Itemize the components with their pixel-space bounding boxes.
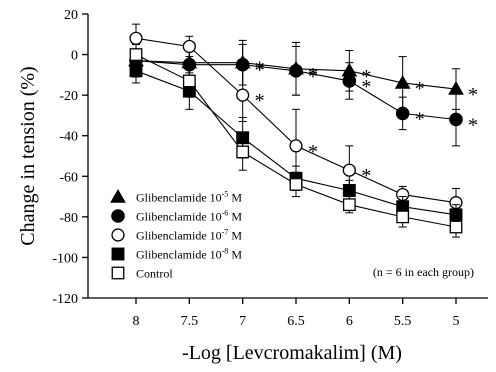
legend-label-text: Glibenclamide 10 bbox=[136, 248, 222, 262]
significance-star: * bbox=[255, 90, 265, 112]
data-point bbox=[342, 198, 356, 212]
significance-star: * bbox=[308, 64, 318, 86]
legend-label-exponent: -5 bbox=[222, 190, 229, 199]
significance-star: * bbox=[468, 114, 478, 136]
series-4 bbox=[129, 43, 463, 238]
x-tick-label: 8 bbox=[133, 314, 140, 329]
legend-marker bbox=[111, 228, 125, 242]
data-point bbox=[396, 210, 410, 224]
significance-star: * bbox=[361, 165, 371, 187]
legend-label-text: Glibenclamide 10 bbox=[136, 191, 222, 205]
significance-star: * bbox=[308, 66, 318, 88]
x-tick-label: 6.5 bbox=[287, 314, 305, 329]
y-tick-label: -80 bbox=[59, 211, 78, 226]
x-tick-label: 7.5 bbox=[181, 314, 199, 329]
y-tick-label: -20 bbox=[59, 89, 78, 104]
data-point bbox=[449, 112, 463, 127]
y-tick-label: 20 bbox=[64, 8, 78, 23]
data-point bbox=[289, 178, 303, 191]
legend-label-exponent: -8 bbox=[222, 247, 229, 256]
data-point bbox=[289, 64, 303, 78]
data-point bbox=[342, 74, 357, 88]
legend-label: Glibenclamide 10-7 M bbox=[136, 228, 242, 243]
x-tick-label: 5 bbox=[453, 314, 460, 329]
data-point bbox=[342, 163, 356, 177]
legend-label-exponent: -6 bbox=[222, 209, 229, 218]
significance-star: * bbox=[255, 60, 265, 82]
legend-label-unit: M bbox=[228, 229, 242, 243]
legend-label: Glibenclamide 10-6 M bbox=[136, 209, 242, 224]
data-point bbox=[449, 220, 463, 234]
sample-size-note: (n = 6 in each group) bbox=[373, 265, 474, 279]
legend-label: Glibenclamide 10-5 M bbox=[136, 190, 242, 205]
y-tick-label: -40 bbox=[59, 130, 78, 145]
y-tick-label: -100 bbox=[52, 251, 78, 266]
data-point bbox=[129, 64, 143, 78]
legend-label-text: Control bbox=[136, 267, 173, 281]
legend-label-unit: M bbox=[228, 248, 242, 262]
data-point bbox=[182, 74, 196, 88]
legend-label: Glibenclamide 10-8 M bbox=[136, 247, 242, 262]
data-point bbox=[342, 184, 356, 197]
series-2 bbox=[129, 23, 463, 218]
significance-star: * bbox=[255, 58, 265, 80]
data-point bbox=[394, 74, 411, 89]
data-point bbox=[236, 145, 250, 159]
legend-label-unit: M bbox=[228, 210, 242, 224]
legend-label-text: Glibenclamide 10 bbox=[136, 210, 222, 224]
legend-label-text: Glibenclamide 10 bbox=[136, 229, 222, 243]
legend-marker bbox=[111, 247, 125, 261]
significance-star: * bbox=[468, 84, 478, 106]
data-point bbox=[289, 139, 303, 153]
x-tick-label: 7 bbox=[239, 314, 246, 329]
significance-star: * bbox=[361, 66, 371, 88]
data-point bbox=[129, 31, 143, 45]
y-tick-label: 0 bbox=[71, 49, 78, 64]
x-tick-label: 5.5 bbox=[394, 314, 412, 329]
significance-star: * bbox=[361, 76, 371, 98]
legend-label-unit: M bbox=[228, 191, 242, 205]
legend-marker bbox=[110, 188, 126, 203]
significance-star: * bbox=[308, 141, 318, 163]
x-axis-label: -Log [Levcromakalim] (M) bbox=[182, 342, 402, 364]
y-tick-label: -60 bbox=[59, 170, 78, 185]
y-axis-label: Change in tension (%) bbox=[17, 66, 39, 245]
legend-marker bbox=[111, 266, 125, 280]
data-point bbox=[395, 106, 410, 121]
data-point bbox=[129, 48, 143, 61]
data-point bbox=[236, 88, 250, 102]
data-point bbox=[182, 39, 196, 54]
legend-marker bbox=[111, 209, 125, 223]
series-1 bbox=[129, 43, 463, 147]
legend-label: Control bbox=[136, 267, 173, 281]
significance-star: * bbox=[415, 108, 425, 130]
x-tick-label: 6 bbox=[346, 314, 353, 329]
significance-star: * bbox=[415, 78, 425, 100]
y-tick-label: -120 bbox=[52, 292, 78, 307]
legend-label-exponent: -7 bbox=[222, 228, 229, 237]
